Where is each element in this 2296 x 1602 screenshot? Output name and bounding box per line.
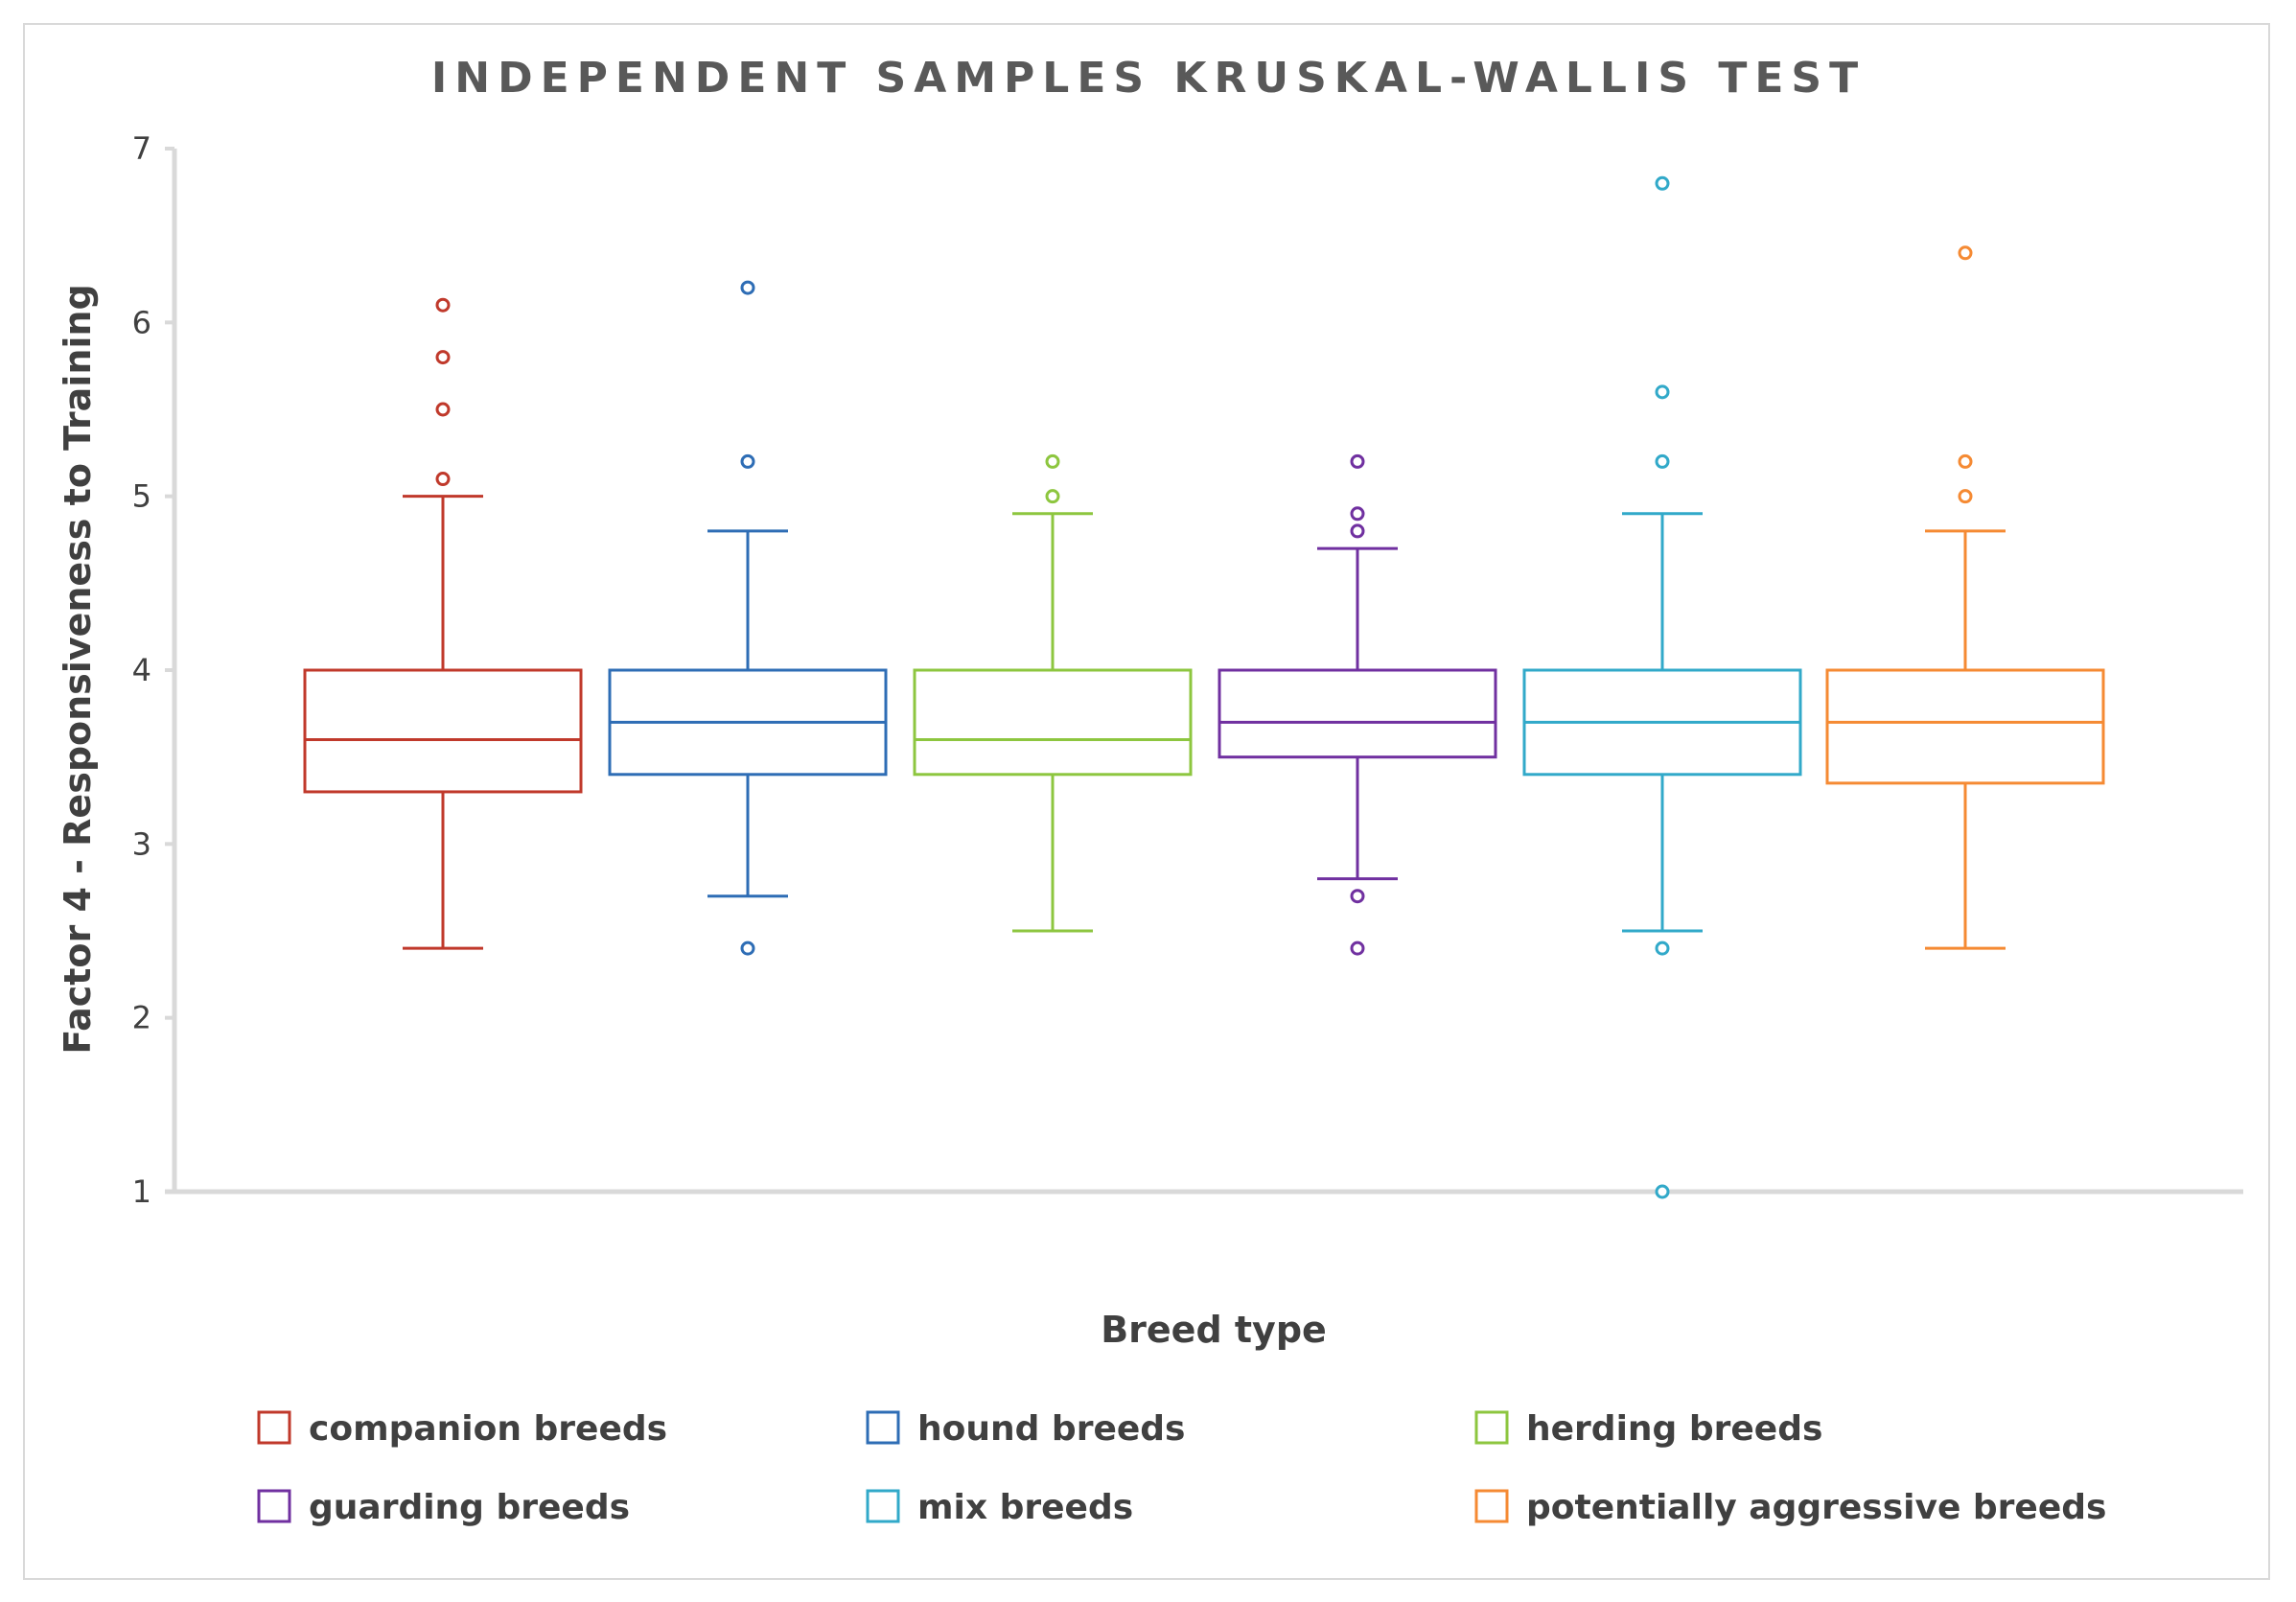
iqr-box [913, 668, 1193, 777]
legend-swatch [866, 1410, 900, 1445]
box-potentially-aggressive-breeds [1825, 245, 2105, 950]
outlier-point [740, 940, 755, 956]
y-tick-label: 1 [132, 1173, 151, 1210]
outlier-point [435, 402, 451, 417]
legend-label: companion breeds [309, 1409, 667, 1449]
outlier-point [1655, 940, 1670, 956]
outlier-point [435, 472, 451, 487]
legend-item: potentially aggressive breeds [1474, 1488, 2106, 1527]
chart-title: INDEPENDENT SAMPLES KRUSKAL-WALLIS TEST [431, 54, 1866, 103]
y-tick-label: 4 [132, 652, 151, 688]
legend-label: hound breeds [917, 1409, 1185, 1449]
legend-item: herding breeds [1474, 1409, 1822, 1449]
iqr-box [1825, 668, 2105, 785]
box-hound-breeds [608, 280, 888, 956]
outlier-point [1958, 453, 1973, 469]
legend-label: mix breeds [917, 1488, 1133, 1527]
legend-swatch [1474, 1410, 1509, 1445]
legend-label: potentially aggressive breeds [1526, 1488, 2106, 1527]
box-series [303, 175, 2105, 1199]
y-axis-title: Factor 4 - Responsiveness to Training [57, 284, 99, 1054]
y-axis: 1 2 3 4 5 6 7 [132, 130, 177, 1210]
outlier-point [1655, 384, 1670, 400]
legend-swatch [1474, 1489, 1509, 1523]
y-tick-label: 5 [132, 478, 151, 515]
outlier-point [1350, 523, 1365, 539]
outlier-point [1958, 489, 1973, 504]
x-axis-title: Breed type [1101, 1309, 1327, 1351]
y-tick-label: 3 [132, 825, 151, 862]
legend-label: herding breeds [1526, 1409, 1822, 1449]
y-tick-label: 2 [132, 1000, 151, 1036]
legend-item: companion breeds [257, 1409, 667, 1449]
outlier-point [1350, 453, 1365, 469]
outlier-point [435, 297, 451, 313]
chart-frame [23, 23, 2270, 1580]
outlier-point [1045, 453, 1060, 469]
outlier-point [1958, 245, 1973, 261]
outlier-point [1350, 506, 1365, 522]
legend-item: mix breeds [866, 1488, 1133, 1527]
legend-label: guarding breeds [309, 1488, 630, 1527]
y-tick-label: 6 [132, 304, 151, 340]
outlier-point [1350, 889, 1365, 904]
legend-item: guarding breeds [257, 1488, 630, 1527]
box-mix-breeds [1522, 175, 1802, 1199]
outlier-point [1655, 1184, 1670, 1199]
y-tick-label: 7 [132, 130, 151, 167]
outlier-point [1350, 940, 1365, 956]
outlier-point [1045, 489, 1060, 504]
outlier-point [1655, 175, 1670, 191]
box-companion-breeds [303, 297, 583, 950]
outlier-point [740, 280, 755, 295]
outlier-point [740, 453, 755, 469]
legend-swatch [257, 1410, 291, 1445]
iqr-box [303, 668, 583, 794]
legend-swatch [866, 1489, 900, 1523]
outlier-point [1655, 453, 1670, 469]
legend-item: hound breeds [866, 1409, 1185, 1449]
box-herding-breeds [913, 453, 1193, 933]
box-guarding-breeds [1218, 453, 1497, 956]
iqr-box [1218, 668, 1497, 759]
legend: companion breeds hound breeds herding bree… [257, 1409, 2106, 1527]
outlier-point [435, 350, 451, 365]
legend-swatch [257, 1489, 291, 1523]
